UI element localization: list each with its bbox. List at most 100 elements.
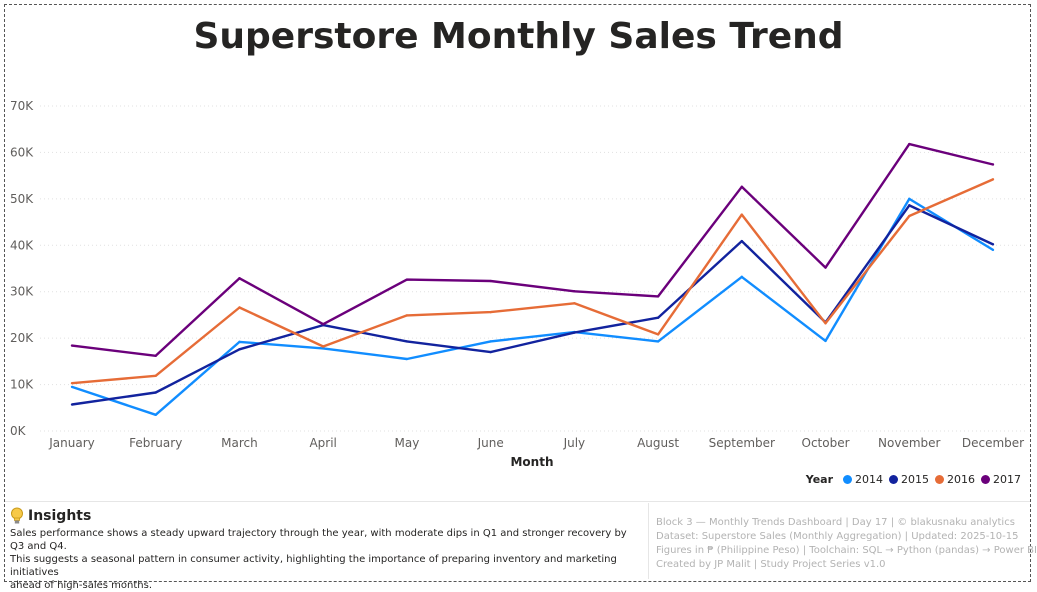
- insights-text: Sales performance shows a steady upward …: [10, 527, 640, 592]
- y-tick-label: 20K: [10, 331, 34, 345]
- section-divider: [5, 501, 1030, 502]
- x-tick-label: April: [309, 436, 336, 450]
- data-point-2016: [908, 214, 911, 218]
- legend-label: 2017: [993, 473, 1021, 486]
- data-point-2017: [321, 323, 325, 326]
- x-tick-label: July: [563, 436, 586, 450]
- y-tick-label: 60K: [10, 145, 34, 159]
- x-tick-label: November: [878, 436, 940, 450]
- x-tick-label: October: [802, 436, 850, 450]
- data-point-2017: [573, 290, 576, 293]
- x-tick-label: January: [48, 436, 95, 450]
- data-point-2014: [238, 340, 241, 344]
- lightbulb-icon: [11, 507, 23, 524]
- data-point-2014: [321, 347, 325, 350]
- series-line-2015: [71, 204, 994, 406]
- data-point-2015: [70, 403, 74, 406]
- data-point-2015: [238, 348, 241, 351]
- legend-marker: [889, 475, 898, 484]
- insights-line: This suggests a seasonal pattern in cons…: [10, 554, 617, 578]
- y-tick-label: 30K: [10, 285, 34, 299]
- y-tick-label: 0K: [10, 424, 27, 438]
- data-point-2017: [656, 295, 660, 298]
- x-axis-title: Month: [510, 455, 553, 469]
- x-tick-label: May: [395, 436, 420, 450]
- legend-marker: [843, 475, 852, 484]
- data-point-2016: [321, 345, 325, 348]
- data-point-2015: [489, 350, 492, 354]
- line-chart: 0K 10K 20K 30K 40K 50K 60K 70K January February Ma…: [10, 99, 1025, 469]
- legend-label: 2015: [901, 473, 929, 486]
- data-point-2015: [908, 204, 911, 207]
- data-point-2017: [405, 278, 409, 281]
- series-line-2014: [71, 197, 994, 416]
- chart-legend: Year 2014 2015 2016 2017: [806, 473, 1023, 486]
- x-tick-label: September: [709, 436, 775, 450]
- x-tick-label: August: [637, 436, 679, 450]
- data-point-2014: [908, 197, 911, 201]
- data-point-2014: [489, 340, 492, 343]
- x-tick-label: December: [962, 436, 1024, 450]
- legend-item-2015[interactable]: 2015: [889, 473, 929, 486]
- insights-line: ahead of high-sales months.: [10, 580, 153, 591]
- data-point-2016: [991, 178, 995, 181]
- data-point-2017: [991, 163, 995, 166]
- data-point-2016: [238, 306, 241, 309]
- y-tick-label: 50K: [10, 192, 34, 206]
- footer-line: Figures in ₱ (Philippine Peso) | Toolcha…: [656, 545, 1037, 556]
- x-tick-label: June: [477, 436, 504, 450]
- data-point-2014: [991, 248, 995, 252]
- y-tick-label: 40K: [10, 238, 34, 252]
- data-point-2015: [740, 239, 744, 243]
- footer-credits: Block 3 — Monthly Trends Dashboard | Day…: [656, 516, 1037, 572]
- page-title: Superstore Monthly Sales Trend: [193, 16, 844, 57]
- insights-line: Sales performance shows a steady upward …: [10, 528, 627, 552]
- footer-line: Dataset: Superstore Sales (Monthly Aggre…: [656, 531, 1019, 542]
- data-point-2016: [70, 381, 74, 385]
- data-point-2014: [740, 275, 744, 279]
- legend-marker: [981, 475, 990, 484]
- legend-item-2014[interactable]: 2014: [843, 473, 883, 486]
- x-tick-label: March: [221, 436, 258, 450]
- data-point-2015: [154, 391, 157, 394]
- data-point-2014: [154, 413, 157, 416]
- data-point-2016: [740, 213, 744, 216]
- data-point-2017: [238, 277, 241, 280]
- data-point-2016: [405, 314, 409, 317]
- data-point-2016: [656, 333, 660, 336]
- legend-label: 2014: [855, 473, 883, 486]
- data-point-2017: [908, 142, 911, 146]
- insights-panel: Insights Sales performance shows a stead…: [10, 507, 640, 592]
- insights-heading: Insights: [28, 508, 92, 524]
- footer-line: Block 3 — Monthly Trends Dashboard | Day…: [656, 517, 1015, 528]
- series-line-2017: [71, 142, 994, 357]
- legend-title: Year: [805, 473, 833, 486]
- x-tick-label: February: [129, 436, 182, 450]
- legend-item-2016[interactable]: 2016: [935, 473, 975, 486]
- y-tick-label: 70K: [10, 99, 34, 113]
- data-point-2016: [489, 310, 492, 314]
- data-point-2017: [70, 344, 74, 347]
- series-line-2016: [71, 178, 994, 385]
- report-frame: [4, 4, 1031, 582]
- data-point-2014: [70, 385, 74, 389]
- data-point-2016: [573, 302, 576, 305]
- footer-line: Created by JP Malit | Study Project Seri…: [656, 559, 886, 570]
- footer-divider: [648, 503, 649, 579]
- data-point-2014: [405, 357, 409, 361]
- data-point-2014: [656, 340, 660, 343]
- legend-item-2017[interactable]: 2017: [981, 473, 1021, 486]
- data-point-2016: [154, 374, 157, 377]
- y-tick-label: 10K: [10, 378, 34, 392]
- data-point-2014: [824, 339, 827, 343]
- data-point-2015: [991, 243, 995, 246]
- data-point-2015: [405, 340, 409, 343]
- data-point-2015: [573, 331, 576, 334]
- data-point-2017: [154, 354, 157, 357]
- legend-label: 2016: [947, 473, 975, 486]
- legend-marker: [935, 475, 944, 484]
- data-point-2016: [824, 322, 827, 325]
- data-point-2017: [824, 266, 827, 269]
- data-point-2017: [489, 279, 492, 283]
- data-point-2015: [656, 316, 660, 319]
